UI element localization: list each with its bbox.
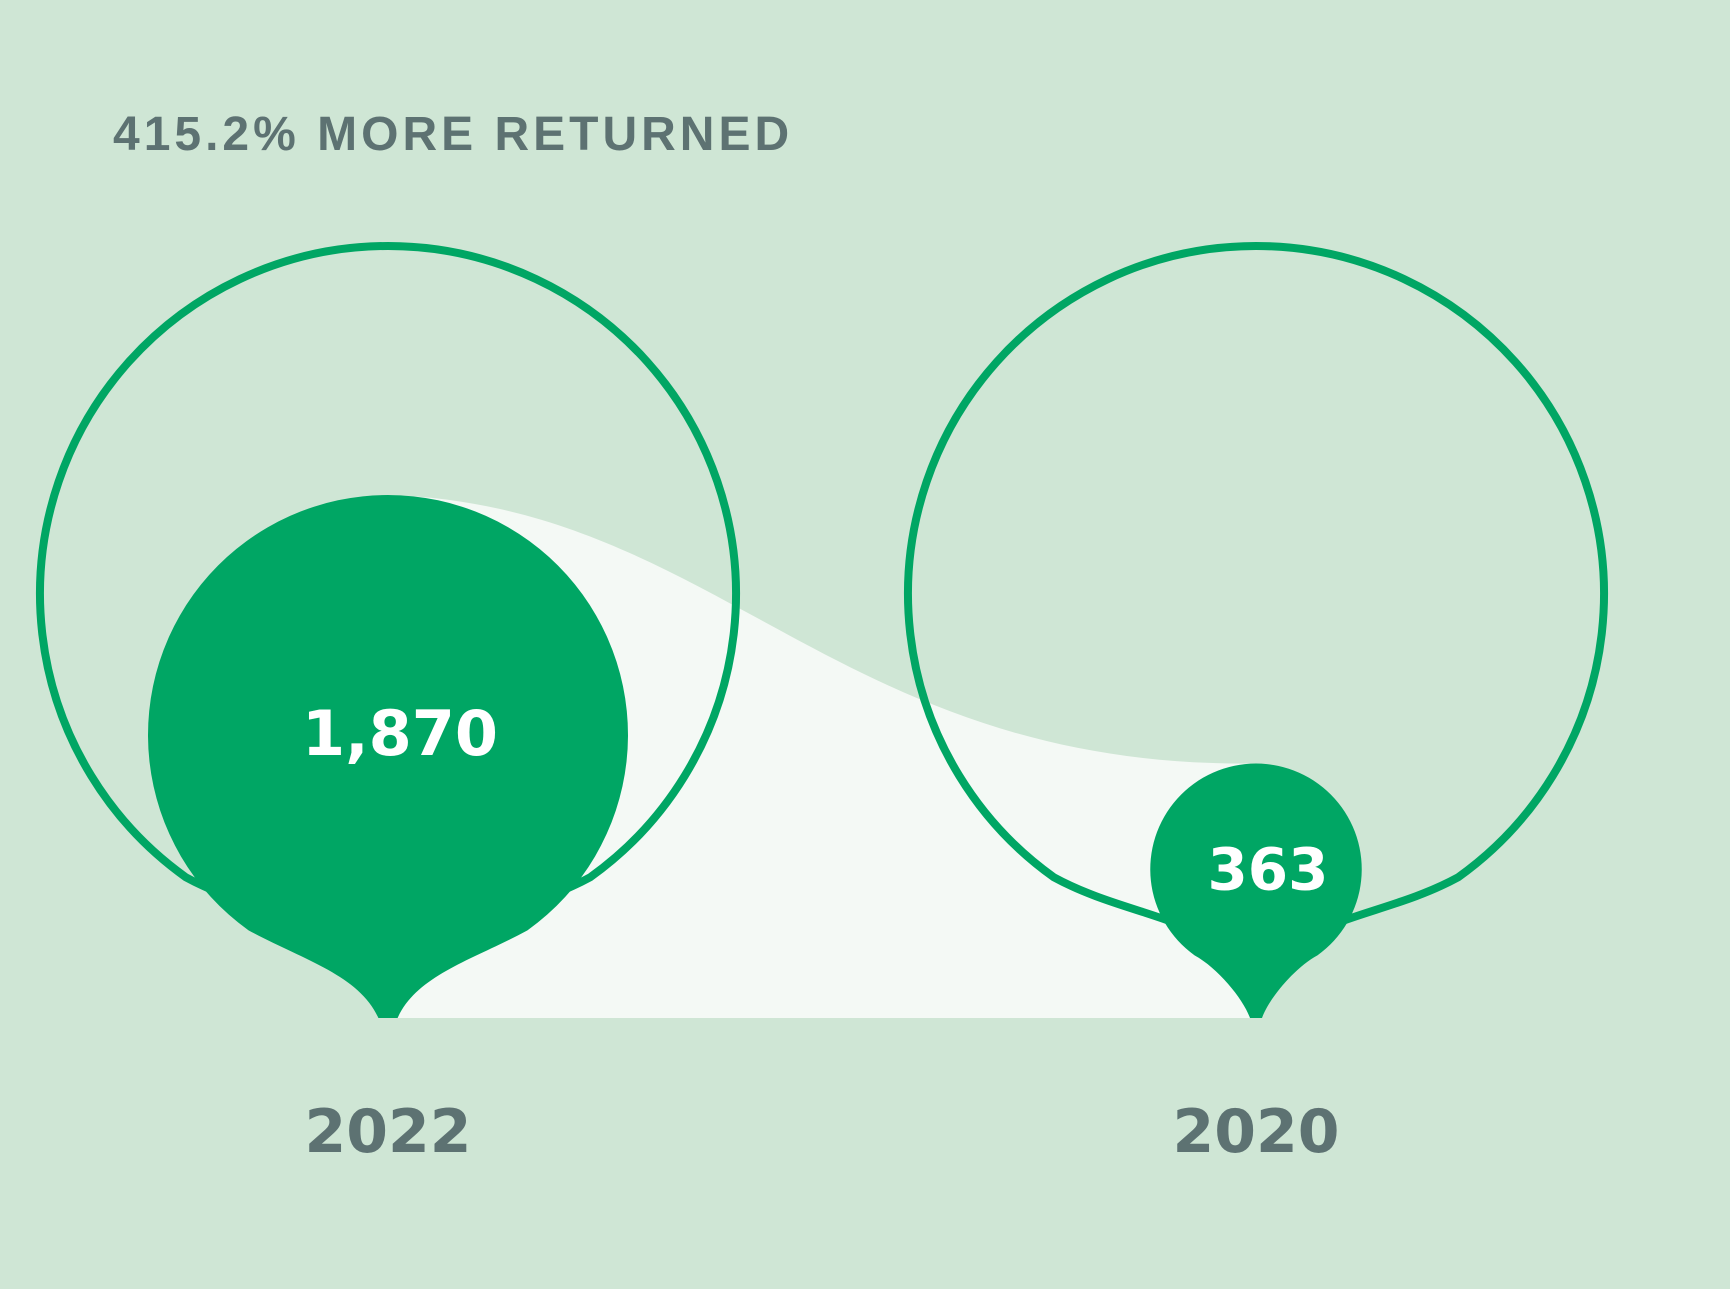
connector-band: [388, 495, 1256, 1018]
value-bubble-2022: [148, 495, 628, 1018]
label-layer: 1,870 2022 363 2020: [302, 697, 1340, 1167]
outline-bubble-2022: [36, 242, 740, 982]
category-label-2020: 2020: [1173, 1097, 1340, 1167]
value-bubble-2020: [1150, 763, 1362, 1018]
outline-bubble-layer: [36, 242, 1608, 982]
value-label-2022: 1,870: [302, 697, 498, 770]
value-label-2020: 363: [1207, 835, 1328, 903]
connector-band-layer: [388, 495, 1256, 1018]
value-bubble-layer: [148, 495, 1362, 1018]
outline-bubble-2020: [904, 242, 1608, 982]
category-label-2022: 2022: [305, 1097, 472, 1167]
chart-headline: 415.2% MORE RETURNED: [113, 108, 793, 161]
